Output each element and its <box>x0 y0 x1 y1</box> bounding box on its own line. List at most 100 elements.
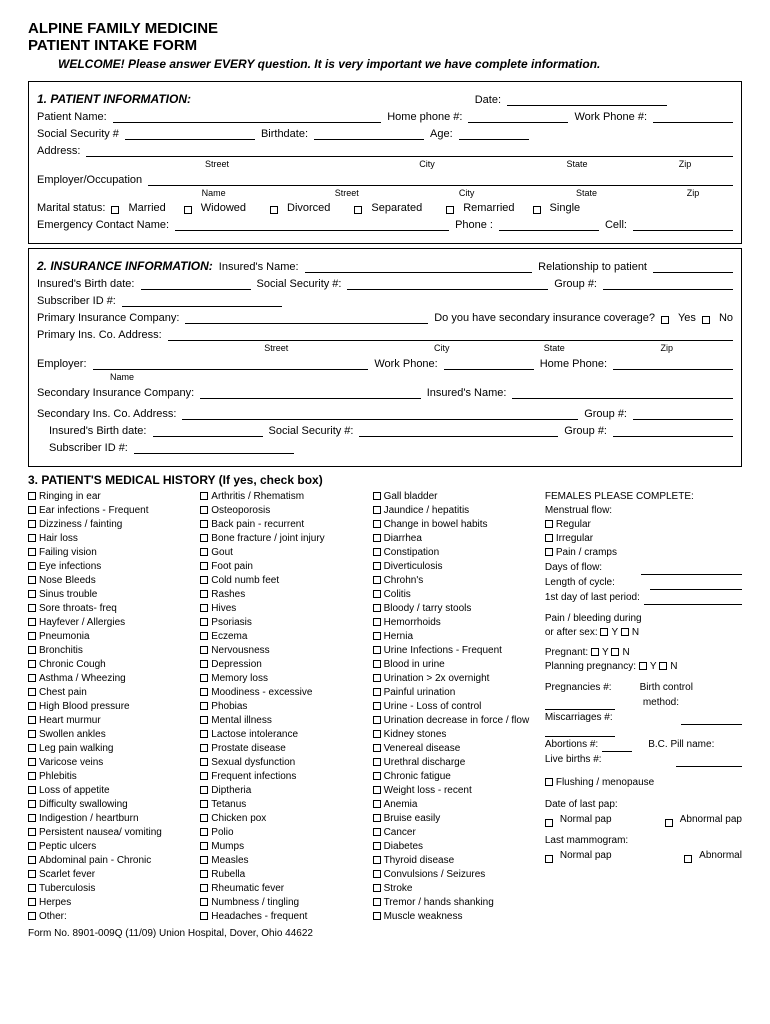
firstday-field[interactable] <box>644 594 742 605</box>
history-checkbox[interactable] <box>28 618 36 626</box>
subscriber-field[interactable] <box>122 294 282 307</box>
home-phone2-field[interactable] <box>613 357 733 370</box>
history-checkbox[interactable] <box>200 534 208 542</box>
abort-field[interactable] <box>602 741 632 752</box>
ins-birth2-field[interactable] <box>153 424 263 437</box>
relationship-field[interactable] <box>653 260 733 273</box>
history-checkbox[interactable] <box>200 590 208 598</box>
history-checkbox[interactable] <box>373 492 381 500</box>
history-checkbox[interactable] <box>373 674 381 682</box>
single-checkbox[interactable] <box>533 206 541 214</box>
date-field[interactable] <box>507 93 667 106</box>
age-field[interactable] <box>459 127 529 140</box>
abn-checkbox[interactable] <box>684 855 692 863</box>
bleed-y-checkbox[interactable] <box>600 628 608 636</box>
history-checkbox[interactable] <box>373 562 381 570</box>
history-checkbox[interactable] <box>28 604 36 612</box>
history-checkbox[interactable] <box>28 548 36 556</box>
history-checkbox[interactable] <box>373 716 381 724</box>
history-checkbox[interactable] <box>373 632 381 640</box>
sec-yes-checkbox[interactable] <box>661 316 669 324</box>
history-checkbox[interactable] <box>373 646 381 654</box>
history-checkbox[interactable] <box>200 912 208 920</box>
history-checkbox[interactable] <box>28 744 36 752</box>
group3-field[interactable] <box>613 424 733 437</box>
history-checkbox[interactable] <box>200 884 208 892</box>
history-checkbox[interactable] <box>373 702 381 710</box>
history-checkbox[interactable] <box>373 660 381 668</box>
history-checkbox[interactable] <box>28 730 36 738</box>
history-checkbox[interactable] <box>373 744 381 752</box>
history-checkbox[interactable] <box>28 520 36 528</box>
history-checkbox[interactable] <box>200 618 208 626</box>
preg-y-checkbox[interactable] <box>591 648 599 656</box>
history-checkbox[interactable] <box>28 856 36 864</box>
history-checkbox[interactable] <box>28 898 36 906</box>
history-checkbox[interactable] <box>200 548 208 556</box>
apap-checkbox[interactable] <box>665 819 673 827</box>
history-checkbox[interactable] <box>373 856 381 864</box>
history-checkbox[interactable] <box>200 674 208 682</box>
history-checkbox[interactable] <box>28 632 36 640</box>
insured-name2-field[interactable] <box>512 386 733 399</box>
history-checkbox[interactable] <box>200 800 208 808</box>
history-checkbox[interactable] <box>28 562 36 570</box>
history-checkbox[interactable] <box>28 842 36 850</box>
history-checkbox[interactable] <box>200 632 208 640</box>
history-checkbox[interactable] <box>28 534 36 542</box>
work-phone-field[interactable] <box>653 110 733 123</box>
employer-field[interactable] <box>148 173 733 186</box>
work-phone2-field[interactable] <box>444 357 534 370</box>
history-checkbox[interactable] <box>373 842 381 850</box>
preg-n-checkbox[interactable] <box>611 648 619 656</box>
length-field[interactable] <box>650 579 742 590</box>
history-checkbox[interactable] <box>373 688 381 696</box>
history-checkbox[interactable] <box>200 870 208 878</box>
pregs-field[interactable] <box>545 699 615 710</box>
history-checkbox[interactable] <box>200 702 208 710</box>
history-checkbox[interactable] <box>200 660 208 668</box>
history-checkbox[interactable] <box>28 660 36 668</box>
history-checkbox[interactable] <box>373 758 381 766</box>
flush-checkbox[interactable] <box>545 778 553 786</box>
npap2-checkbox[interactable] <box>545 855 553 863</box>
history-checkbox[interactable] <box>200 520 208 528</box>
group2-field[interactable] <box>633 407 733 420</box>
history-checkbox[interactable] <box>28 576 36 584</box>
emergency-field[interactable] <box>175 218 449 231</box>
secondary-addr-field[interactable] <box>182 407 578 420</box>
method-field[interactable] <box>681 714 742 725</box>
history-checkbox[interactable] <box>373 912 381 920</box>
sec-no-checkbox[interactable] <box>702 316 710 324</box>
ins-birth-field[interactable] <box>141 277 251 290</box>
bleed-n-checkbox[interactable] <box>621 628 629 636</box>
patient-name-field[interactable] <box>113 110 382 123</box>
history-checkbox[interactable] <box>200 688 208 696</box>
primary-co-field[interactable] <box>185 311 428 324</box>
history-checkbox[interactable] <box>200 492 208 500</box>
plan-n-checkbox[interactable] <box>659 662 667 670</box>
history-checkbox[interactable] <box>28 814 36 822</box>
history-checkbox[interactable] <box>373 898 381 906</box>
widowed-checkbox[interactable] <box>184 206 192 214</box>
history-checkbox[interactable] <box>200 604 208 612</box>
history-checkbox[interactable] <box>28 716 36 724</box>
pain-checkbox[interactable] <box>545 548 553 556</box>
history-checkbox[interactable] <box>373 870 381 878</box>
history-checkbox[interactable] <box>373 520 381 528</box>
history-checkbox[interactable] <box>200 856 208 864</box>
divorced-checkbox[interactable] <box>270 206 278 214</box>
history-checkbox[interactable] <box>373 800 381 808</box>
history-checkbox[interactable] <box>28 772 36 780</box>
ssn-field[interactable] <box>125 127 255 140</box>
history-checkbox[interactable] <box>28 912 36 920</box>
cell-field[interactable] <box>633 218 733 231</box>
birthdate-field[interactable] <box>314 127 424 140</box>
home-phone-field[interactable] <box>468 110 568 123</box>
address-field[interactable] <box>86 144 733 157</box>
history-checkbox[interactable] <box>28 702 36 710</box>
history-checkbox[interactable] <box>373 618 381 626</box>
history-checkbox[interactable] <box>28 590 36 598</box>
history-checkbox[interactable] <box>200 730 208 738</box>
history-checkbox[interactable] <box>28 506 36 514</box>
